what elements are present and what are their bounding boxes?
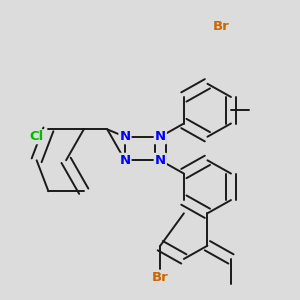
Text: Cl: Cl bbox=[29, 130, 44, 143]
Text: N: N bbox=[155, 130, 166, 143]
Text: Br: Br bbox=[152, 271, 169, 284]
Text: N: N bbox=[119, 130, 130, 143]
Text: N: N bbox=[155, 154, 166, 167]
Text: N: N bbox=[119, 154, 130, 167]
Text: Br: Br bbox=[212, 20, 229, 33]
